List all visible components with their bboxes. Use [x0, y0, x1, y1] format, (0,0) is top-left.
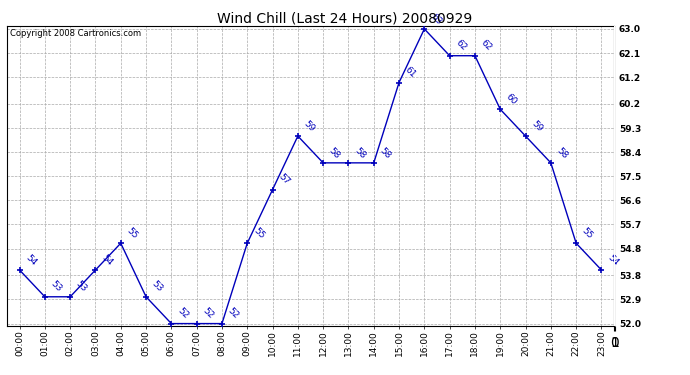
Text: 57: 57 [277, 172, 291, 187]
Text: 58: 58 [378, 146, 393, 160]
Text: 53: 53 [75, 279, 89, 294]
Text: 55: 55 [251, 226, 266, 240]
Text: 53: 53 [150, 279, 165, 294]
Text: 58: 58 [327, 146, 342, 160]
Text: 53: 53 [49, 279, 63, 294]
Text: 54: 54 [606, 253, 620, 267]
Text: 63: 63 [428, 12, 443, 26]
Text: 59: 59 [530, 119, 544, 133]
Text: 58: 58 [353, 146, 367, 160]
Text: 52: 52 [201, 306, 215, 321]
Text: 55: 55 [125, 226, 139, 240]
Text: 58: 58 [555, 146, 569, 160]
Text: 61: 61 [403, 65, 417, 80]
Text: 62: 62 [479, 39, 493, 53]
Text: 60: 60 [504, 92, 519, 106]
Text: 55: 55 [580, 226, 595, 240]
Text: 59: 59 [302, 119, 317, 133]
Text: 62: 62 [454, 39, 469, 53]
Text: 52: 52 [226, 306, 241, 321]
Text: 52: 52 [175, 306, 190, 321]
Text: 54: 54 [23, 253, 38, 267]
Text: 54: 54 [99, 253, 114, 267]
Text: Wind Chill (Last 24 Hours) 20080929: Wind Chill (Last 24 Hours) 20080929 [217, 11, 473, 25]
Text: Copyright 2008 Cartronics.com: Copyright 2008 Cartronics.com [10, 29, 141, 38]
